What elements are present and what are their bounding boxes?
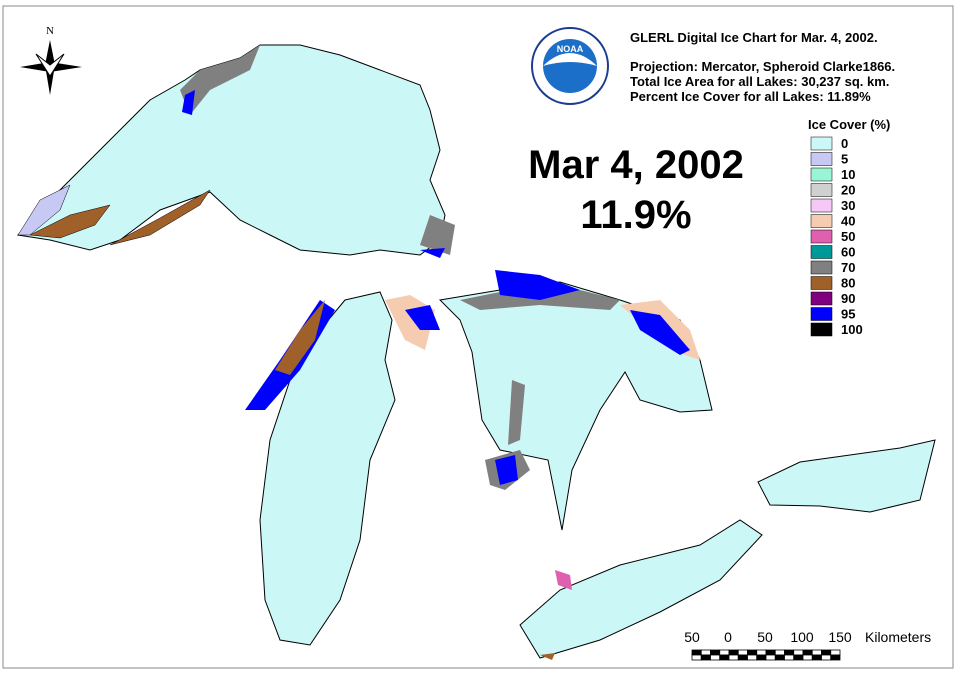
- scale-segment: [728, 654, 739, 661]
- lake-superior: [16, 44, 446, 256]
- legend-label: 100: [841, 322, 863, 337]
- legend-swatch: [810, 322, 833, 337]
- scale-label: 50: [757, 629, 773, 645]
- legend-label: 10: [841, 167, 855, 182]
- scale-segment: [710, 654, 721, 661]
- scale-segment: [774, 654, 785, 661]
- scale-segment: [719, 654, 730, 661]
- scale-segment: [765, 649, 776, 656]
- scale-segment: [700, 654, 711, 661]
- scale-label: 50: [684, 629, 700, 645]
- legend-swatch: [810, 291, 833, 306]
- ice-patches: [17, 45, 700, 660]
- scale-segment: [793, 654, 804, 661]
- legend-swatch: [810, 136, 833, 151]
- scale-unit: Kilometers: [865, 629, 931, 645]
- scale-segment: [793, 649, 804, 656]
- scale-segment: [811, 649, 822, 656]
- scale-segment: [728, 649, 739, 656]
- scale-segment: [774, 649, 785, 656]
- legend-label: 20: [841, 183, 855, 198]
- scale-segment: [710, 649, 721, 656]
- legend-label: 50: [841, 229, 855, 244]
- overlay-date: Mar 4, 2002: [528, 143, 744, 187]
- lakes: [16, 44, 936, 659]
- legend-swatch: [810, 152, 833, 166]
- legend-swatch: [810, 307, 833, 321]
- legend-swatch: [810, 167, 833, 182]
- scale-segment: [747, 649, 758, 656]
- percent-cover: Percent Ice Cover for all Lakes: 11.89%: [630, 89, 871, 104]
- scale-segment: [691, 654, 702, 661]
- legend-label: 60: [841, 245, 855, 260]
- legend-swatch: [810, 229, 833, 244]
- scale-segment: [830, 649, 841, 656]
- scale-segment: [756, 649, 767, 656]
- scale-label: 0: [724, 629, 732, 645]
- total-area: Total Ice Area for all Lakes: 30,237 sq.…: [630, 74, 889, 89]
- scale-segment: [691, 649, 702, 656]
- scale-segment: [700, 649, 711, 656]
- legend-label: 80: [841, 276, 855, 291]
- compass: N: [20, 25, 82, 95]
- title: GLERL Digital Ice Chart for Mar. 4, 2002…: [630, 30, 878, 45]
- legend-swatch: [810, 245, 833, 259]
- scale-segment: [802, 654, 813, 661]
- legend-swatch: [810, 276, 833, 290]
- scale-segment: [765, 654, 776, 661]
- legend-label: 90: [841, 291, 855, 306]
- lake-ontario: [757, 439, 936, 513]
- legend-label: 70: [841, 260, 855, 275]
- scale-bar: 50 0 50 100 150 Kilometers: [684, 629, 931, 661]
- legend-swatch: [810, 198, 833, 213]
- legend-swatch: [810, 214, 833, 228]
- scale-segment: [802, 649, 813, 656]
- legend-label: 5: [841, 152, 848, 167]
- scale-segment: [737, 654, 748, 661]
- scale-segment: [737, 649, 748, 656]
- scale-label: 150: [828, 629, 852, 645]
- scale-label: 100: [790, 629, 814, 645]
- scale-segment: [747, 654, 758, 661]
- lake-erie: [519, 519, 763, 659]
- noaa-logo: NOAA: [531, 27, 609, 105]
- lake-michigan: [259, 291, 396, 646]
- scale-segment: [830, 654, 841, 661]
- legend-swatch: [810, 260, 833, 275]
- legend-title: Ice Cover (%): [808, 117, 890, 132]
- legend-label: 40: [841, 214, 855, 229]
- scale-segment: [756, 654, 767, 661]
- legend-label: 0: [841, 136, 848, 151]
- compass-n: N: [46, 25, 54, 37]
- legend-swatch: [810, 183, 833, 197]
- scale-segment: [784, 649, 795, 656]
- projection: Projection: Mercator, Spheroid Clarke186…: [630, 59, 895, 74]
- legend-label: 95: [841, 307, 855, 322]
- legend-label: 30: [841, 198, 855, 213]
- overlay-percent: 11.9%: [580, 193, 691, 237]
- scale-segment: [811, 654, 822, 661]
- scale-segment: [784, 654, 795, 661]
- scale-segment: [719, 649, 730, 656]
- logo-text: NOAA: [557, 44, 584, 54]
- scale-segment: [821, 649, 832, 656]
- scale-segment: [821, 654, 832, 661]
